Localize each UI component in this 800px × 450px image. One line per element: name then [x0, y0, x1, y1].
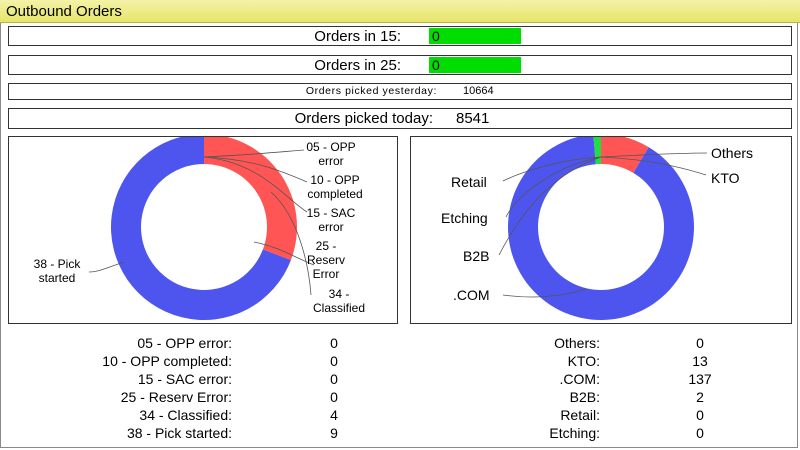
leader-line-others — [600, 152, 708, 158]
orders-yesterday-row: Orders picked yesterday: 10664 — [8, 83, 792, 100]
stat-value: 0 — [696, 425, 704, 441]
orders-in-15-value: 0 — [432, 28, 440, 44]
leader-lines — [88, 149, 315, 296]
leader-line-pick-started — [88, 261, 125, 273]
stat-value: 2 — [696, 389, 704, 405]
stat-row-classified: 34 - Classified: 4 — [0, 406, 400, 424]
page-title: Outbound Orders — [6, 3, 122, 20]
label-pick-started-line1: 38 - Pick — [34, 257, 82, 271]
stat-label: Retail: — [560, 407, 600, 423]
stat-label: Others: — [554, 335, 600, 351]
orders-today-value: 8541 — [456, 110, 490, 127]
label-reserv-error-line2: Reserv — [307, 253, 345, 267]
stat-row-sac-error: 15 - SAC error: 0 — [0, 370, 400, 388]
stat-label: 15 - SAC error: — [137, 371, 232, 387]
label-etching: Etching — [441, 210, 488, 226]
leader-line-b2b — [498, 156, 602, 256]
stat-value: 9 — [330, 425, 338, 441]
stat-value: 0 — [330, 335, 338, 351]
leader-line-opp-error — [203, 149, 305, 158]
label-sac-error-line1: 15 - SAC — [307, 206, 356, 220]
orders-in-15-label: Orders in 15: — [314, 28, 401, 45]
stat-row-pick-started: 38 - Pick started: 9 — [0, 424, 400, 442]
orders-in-25-bar: 0 — [429, 57, 521, 73]
stat-value: 0 — [330, 353, 338, 369]
stat-label: 10 - OPP completed: — [102, 353, 232, 369]
label-others: Others — [711, 145, 753, 161]
label-com: .COM — [453, 287, 490, 303]
stat-row-com: .COM: 137 — [400, 370, 800, 388]
stat-value: 13 — [692, 353, 708, 369]
stat-value: 0 — [330, 371, 338, 387]
stat-row-opp-completed: 10 - OPP completed: 0 — [0, 352, 400, 370]
leader-lines — [498, 152, 708, 298]
stat-value: 137 — [688, 371, 712, 387]
stat-row-b2b: B2B: 2 — [400, 388, 800, 406]
leader-line-reserv-error — [253, 241, 315, 266]
donut-segment-classified — [204, 134, 297, 260]
leader-line-opp-completed — [203, 156, 308, 183]
label-b2b: B2B — [463, 248, 489, 264]
channel-donut-chart: Others KTO Retail Etching B2B .COM — [441, 134, 753, 320]
label-opp-completed-line1: 10 - OPP — [310, 173, 359, 187]
stat-label: 05 - OPP error: — [137, 335, 232, 351]
orders-in-25-label: Orders in 25: — [314, 57, 401, 74]
stat-value: 0 — [330, 389, 338, 405]
label-classified-line2: Classified — [313, 301, 365, 315]
stat-label: KTO: — [567, 353, 600, 369]
label-opp-error-line1: 05 - OPP — [306, 140, 355, 154]
stat-value: 4 — [330, 407, 338, 423]
label-kto: KTO — [711, 170, 740, 186]
orders-today-row: Orders picked today: 8541 — [8, 108, 792, 129]
stat-label: 38 - Pick started: — [126, 425, 232, 441]
stat-label: 34 - Classified: — [139, 407, 232, 423]
label-opp-completed-line2: completed — [307, 187, 362, 201]
orders-yesterday-value: 10664 — [463, 85, 494, 97]
leader-line-retail — [502, 156, 602, 182]
stat-row-reserv-error: 25 - Reserv Error: 0 — [0, 388, 400, 406]
donut-segment-b2b — [593, 134, 601, 165]
stat-row-etching: Etching: 0 — [400, 424, 800, 442]
orders-in-25-row: Orders in 25: 0 — [8, 55, 792, 75]
orders-today-label: Orders picked today: — [294, 110, 433, 127]
title-bar: Outbound Orders — [0, 0, 800, 23]
orders-in-15-bar: 0 — [429, 28, 521, 44]
stat-value: 0 — [696, 335, 704, 351]
label-opp-error-line2: error — [318, 154, 343, 168]
stat-label: Etching: — [549, 425, 600, 441]
donut-labels: 05 - OPP error 10 - OPP completed 15 - S… — [34, 140, 365, 315]
donut-segment-pick-started — [110, 134, 291, 320]
stat-row-retail: Retail: 0 — [400, 406, 800, 424]
stat-row-opp-error: 05 - OPP error: 0 — [0, 334, 400, 352]
donut-segment-kto — [601, 134, 649, 173]
leader-line-com — [502, 288, 587, 298]
donut-labels: Others KTO Retail Etching B2B .COM — [441, 145, 753, 303]
label-classified-line1: 34 - — [329, 287, 350, 301]
stat-label: 25 - Reserv Error: — [120, 389, 232, 405]
orders-in-15-row: Orders in 15: 0 — [8, 26, 792, 46]
label-pick-started-line2: started — [39, 271, 76, 285]
orders-in-25-value: 0 — [432, 57, 440, 73]
leader-line-etching — [505, 156, 602, 218]
label-reserv-error-line1: 25 - — [316, 239, 337, 253]
leader-line-sac-error — [203, 156, 308, 213]
stat-label: .COM: — [559, 371, 600, 387]
status-donut-panel: 05 - OPP error 10 - OPP completed 15 - S… — [8, 134, 398, 324]
label-reserv-error-line3: Error — [313, 267, 340, 281]
label-sac-error-line2: error — [318, 220, 343, 234]
stat-row-kto: KTO: 13 — [400, 352, 800, 370]
stat-label: B2B: — [569, 389, 600, 405]
channel-donut-panel: Others KTO Retail Etching B2B .COM — [410, 134, 792, 324]
leader-line-classified — [270, 191, 312, 296]
leader-line-kto — [600, 156, 707, 176]
stat-value: 0 — [696, 407, 704, 423]
orders-yesterday-label: Orders picked yesterday: — [305, 85, 437, 97]
donut-segment-com — [508, 134, 694, 320]
status-donut-chart: 05 - OPP error 10 - OPP completed 15 - S… — [34, 134, 365, 320]
label-retail: Retail — [451, 174, 487, 190]
stat-row-others: Others: 0 — [400, 334, 800, 352]
